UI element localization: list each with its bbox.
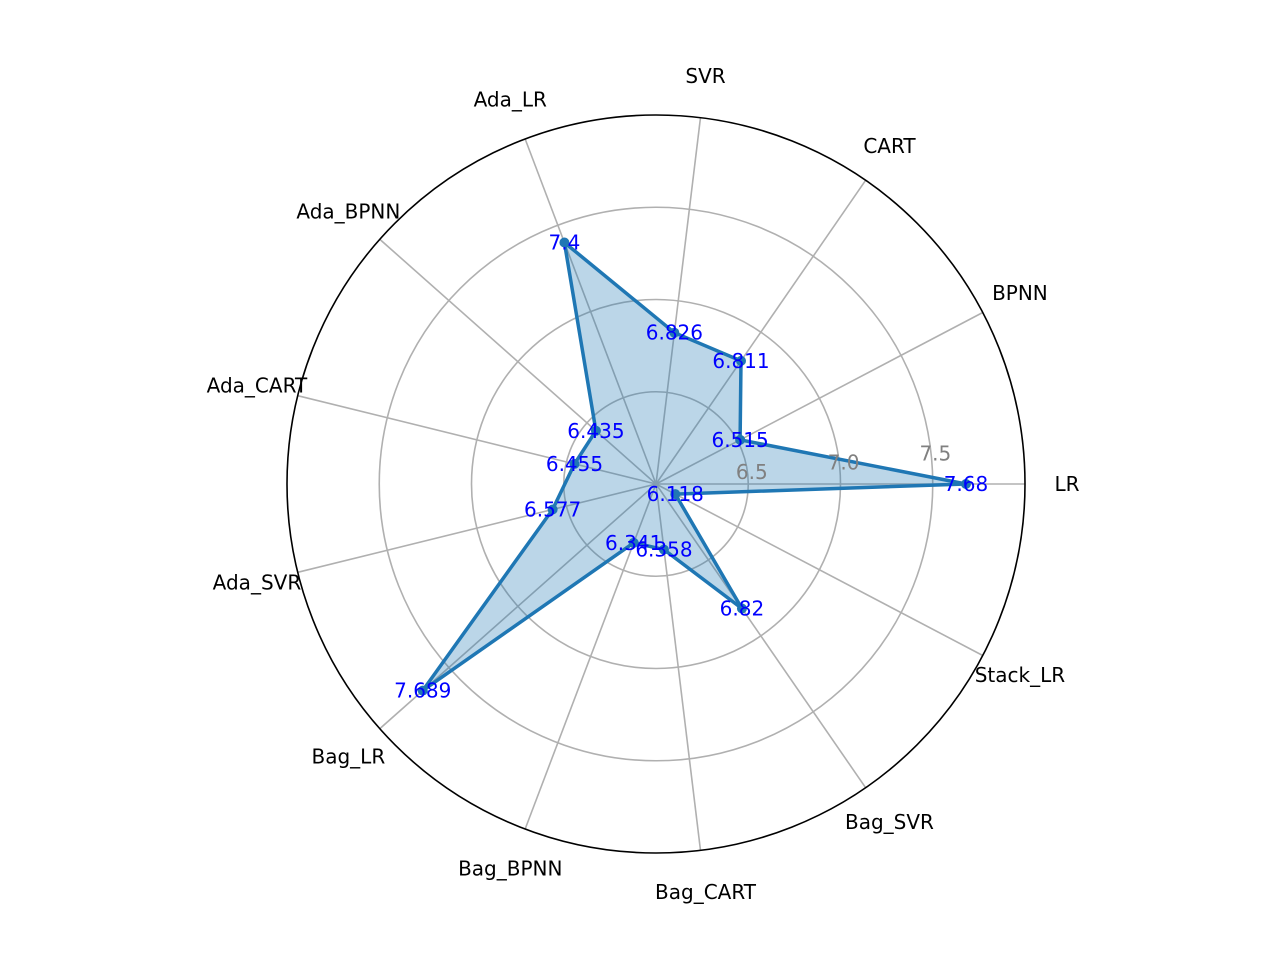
data-value-label: 6.118 xyxy=(647,482,704,506)
data-point xyxy=(547,504,558,515)
data-point xyxy=(735,355,746,366)
category-label: Ada_CART xyxy=(207,374,308,398)
data-value-label: 7.4 xyxy=(548,230,580,254)
spoke-line xyxy=(524,138,657,485)
outer-circle xyxy=(286,114,1026,854)
series-layer xyxy=(417,237,971,696)
spoke-line xyxy=(297,483,657,574)
data-point xyxy=(559,237,570,248)
series-area xyxy=(422,242,966,691)
spoke-line xyxy=(655,179,867,485)
category-label: CART xyxy=(863,134,916,158)
category-label: Ada_SVR xyxy=(213,570,302,594)
data-point xyxy=(417,685,428,696)
spoke-line xyxy=(655,311,984,485)
data-value-label: 6.811 xyxy=(712,349,769,373)
data-point xyxy=(735,434,746,445)
series-line xyxy=(420,240,968,693)
data-point xyxy=(590,425,601,436)
data-point xyxy=(569,458,580,469)
data-value-label: 6.455 xyxy=(546,452,603,476)
radial-tick-label: 6.5 xyxy=(736,460,768,484)
spoke-line xyxy=(379,238,657,485)
data-value-label: 7.689 xyxy=(394,679,451,703)
category-label: Bag_CART xyxy=(655,880,757,904)
data-point xyxy=(670,489,681,500)
spoke-line xyxy=(655,483,867,789)
data-point xyxy=(658,544,669,555)
category-label: Bag_BPNN xyxy=(458,856,562,880)
data-value-label: 7.68 xyxy=(944,472,989,496)
data-value-label: 6.826 xyxy=(646,321,703,345)
category-label: Stack_LR xyxy=(975,663,1066,687)
category-label: Bag_SVR xyxy=(845,810,934,834)
category-label: Ada_BPNN xyxy=(296,199,400,223)
data-point xyxy=(960,479,971,489)
data-point xyxy=(669,327,680,338)
radial-tick-label: 7.5 xyxy=(919,441,951,465)
category-label: Bag_LR xyxy=(312,745,386,769)
data-value-label: 6.435 xyxy=(567,419,624,443)
category-label: Ada_LR xyxy=(474,88,547,112)
data-point xyxy=(628,537,639,548)
spoke-line xyxy=(655,117,702,485)
spoke-line xyxy=(297,394,657,485)
spoke-line xyxy=(655,483,984,657)
data-value-label: 6.82 xyxy=(720,597,765,621)
data-value-label: 6.515 xyxy=(712,428,769,452)
data-value-label: 6.358 xyxy=(635,538,692,562)
data-value-label: 6.577 xyxy=(524,497,581,521)
data-point xyxy=(736,603,747,614)
category-label: LR xyxy=(1054,472,1079,496)
category-label: BPNN xyxy=(992,281,1048,305)
label-layer: 6.5 7.0 7.5 7.68 6.515 6.811 6.826 7.4 6.435 6.45… xyxy=(207,64,1080,904)
data-value-label: 6.341 xyxy=(605,531,662,555)
category-label: SVR xyxy=(685,64,725,88)
radial-tick-label: 7.0 xyxy=(828,451,860,475)
